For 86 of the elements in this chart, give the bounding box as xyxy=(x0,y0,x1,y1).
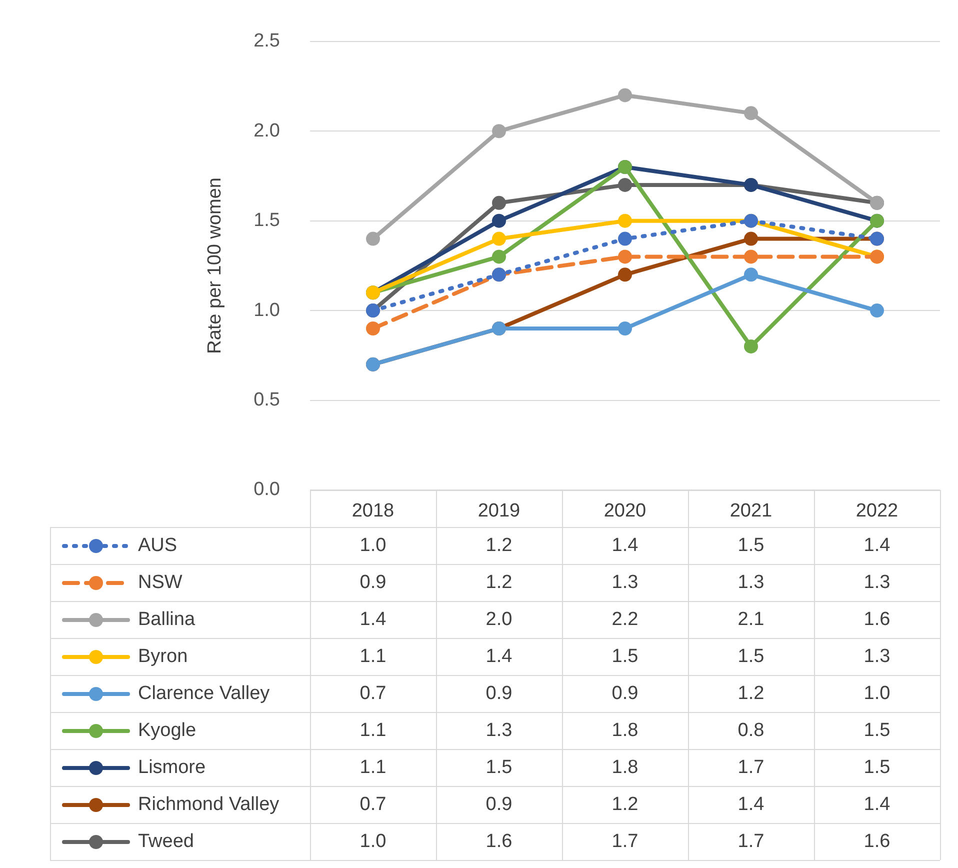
data-label: 1.4 xyxy=(360,609,387,630)
data-label: 1.3 xyxy=(738,572,764,594)
legend-label: Ballina xyxy=(138,609,196,630)
data-label: 2.0 xyxy=(486,609,512,630)
data-label: 1.7 xyxy=(738,831,764,852)
data-label: 1.6 xyxy=(486,831,512,852)
point xyxy=(744,232,758,246)
data-label: 1.1 xyxy=(360,757,386,778)
point xyxy=(492,124,506,138)
point xyxy=(366,232,380,246)
data-label: 1.4 xyxy=(612,535,639,556)
y-tick-label: 1.0 xyxy=(254,300,280,321)
data-label: 1.0 xyxy=(360,535,386,556)
data-label: 1.7 xyxy=(612,831,638,852)
legend-label: Byron xyxy=(138,646,188,668)
data-label: 1.5 xyxy=(738,646,764,668)
y-tick-label: 1.5 xyxy=(254,210,280,232)
data-label: 1.4 xyxy=(738,794,765,816)
data-label: 1.3 xyxy=(864,572,890,594)
data-label: 2.2 xyxy=(612,609,638,630)
y-tick-label: 2.0 xyxy=(254,120,280,142)
data-label: 1.4 xyxy=(864,535,891,556)
legend-label: Tweed xyxy=(138,831,194,852)
data-label: 1.8 xyxy=(612,720,638,742)
data-label: 1.4 xyxy=(486,646,513,668)
point xyxy=(618,250,632,264)
y-tick-label: 0.0 xyxy=(254,479,280,500)
data-label: 0.9 xyxy=(612,683,638,704)
data-label: 1.2 xyxy=(738,683,764,704)
point xyxy=(366,322,380,336)
y-axis-title: Rate per 100 women xyxy=(204,178,226,354)
data-label: 0.7 xyxy=(360,794,386,816)
data-label: 1.0 xyxy=(360,831,386,852)
data-label: 1.5 xyxy=(738,535,764,556)
point xyxy=(492,214,506,228)
data-label: 1.0 xyxy=(864,683,890,704)
data-label: 1.8 xyxy=(612,757,638,778)
point xyxy=(618,178,632,192)
legend-label: Lismore xyxy=(138,757,206,778)
point xyxy=(492,232,506,246)
data-label: 1.1 xyxy=(360,720,386,742)
data-label: 0.9 xyxy=(486,683,512,704)
data-label: 1.2 xyxy=(486,535,512,556)
point xyxy=(492,196,506,210)
data-label: 1.3 xyxy=(864,646,890,668)
data-label: 1.7 xyxy=(738,757,764,778)
data-label: 0.9 xyxy=(360,572,386,594)
point xyxy=(744,250,758,264)
legend-label: Clarence Valley xyxy=(138,683,270,704)
point xyxy=(618,232,632,246)
point xyxy=(744,106,758,120)
point xyxy=(744,268,758,282)
data-label: 0.7 xyxy=(360,683,386,704)
y-tick-label: 0.5 xyxy=(254,390,280,411)
data-label: 0.8 xyxy=(738,720,764,742)
point xyxy=(618,88,632,102)
data-label: 1.1 xyxy=(360,646,386,668)
data-label: 2.1 xyxy=(738,609,764,630)
point xyxy=(492,250,506,264)
data-label: 1.5 xyxy=(612,646,638,668)
x-tick-label: 2019 xyxy=(478,500,520,522)
legend-label: AUS xyxy=(138,535,178,556)
legend-label: NSW xyxy=(138,572,182,594)
legend-label: Kyogle xyxy=(138,720,196,742)
point xyxy=(618,214,632,228)
point xyxy=(618,268,632,282)
data-label: 1.5 xyxy=(486,757,512,778)
data-label: 0.9 xyxy=(486,794,512,816)
data-label: 1.3 xyxy=(486,720,512,742)
x-tick-label: 2020 xyxy=(604,500,646,522)
data-label: 1.2 xyxy=(612,794,638,816)
y-tick-label: 2.5 xyxy=(254,30,280,52)
data-label: 1.3 xyxy=(612,572,638,594)
x-tick-label: 2022 xyxy=(856,500,898,522)
data-label: 1.5 xyxy=(864,720,890,742)
data-label: 1.4 xyxy=(864,794,891,816)
x-tick-label: 2021 xyxy=(730,500,772,522)
legend-label: Richmond Valley xyxy=(138,794,280,816)
point xyxy=(744,339,758,354)
data-label: 1.2 xyxy=(486,572,512,594)
data-label: 1.6 xyxy=(864,831,890,852)
point xyxy=(618,322,632,336)
x-tick-label: 2018 xyxy=(352,500,394,522)
data-label: 1.5 xyxy=(864,757,890,778)
point xyxy=(870,304,884,318)
data-label: 1.6 xyxy=(864,609,890,630)
